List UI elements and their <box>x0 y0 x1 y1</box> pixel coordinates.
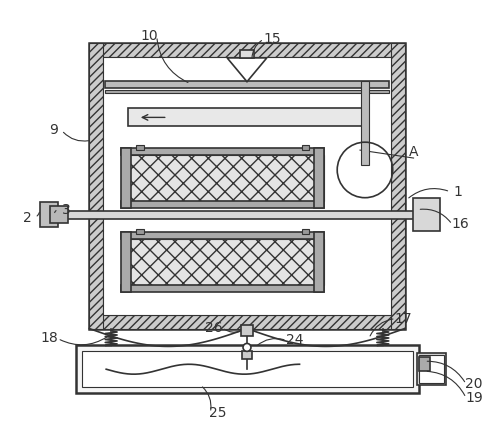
Bar <box>89 315 405 329</box>
Bar <box>121 148 325 155</box>
Bar <box>105 81 389 88</box>
Text: 16: 16 <box>451 217 469 231</box>
Text: 20: 20 <box>465 377 483 391</box>
Bar <box>50 206 68 223</box>
Bar <box>412 198 440 231</box>
Text: 25: 25 <box>210 406 227 420</box>
Bar <box>301 145 309 150</box>
Bar <box>416 353 446 385</box>
Text: 24: 24 <box>286 333 303 347</box>
Bar <box>121 285 325 292</box>
Bar <box>105 90 389 93</box>
Text: 18: 18 <box>41 332 58 346</box>
Bar <box>40 202 57 228</box>
Bar <box>121 201 325 208</box>
Bar <box>77 346 418 393</box>
Bar <box>128 108 366 126</box>
Bar <box>418 357 431 371</box>
Bar <box>121 239 325 285</box>
Text: 3: 3 <box>62 203 71 217</box>
Bar <box>89 43 103 329</box>
Bar <box>121 232 325 239</box>
Bar <box>314 232 325 292</box>
Bar <box>418 355 444 383</box>
Bar <box>136 145 144 150</box>
Bar <box>301 229 309 234</box>
Polygon shape <box>227 58 267 82</box>
Circle shape <box>243 343 251 352</box>
Bar <box>121 232 131 292</box>
Bar <box>242 352 252 359</box>
Bar <box>89 43 405 57</box>
Text: 10: 10 <box>140 29 158 43</box>
Bar <box>240 50 254 58</box>
Bar <box>121 155 325 201</box>
Bar <box>314 148 325 208</box>
Text: 15: 15 <box>263 32 280 46</box>
Bar <box>241 324 253 337</box>
Bar <box>121 148 131 208</box>
Text: 2: 2 <box>23 211 31 225</box>
Text: 9: 9 <box>49 123 58 137</box>
Text: 17: 17 <box>395 312 412 326</box>
Bar <box>391 43 405 329</box>
Text: A: A <box>409 145 418 159</box>
Text: 1: 1 <box>454 185 463 199</box>
Bar <box>136 229 144 234</box>
Bar <box>89 43 405 329</box>
Text: 26: 26 <box>205 321 223 335</box>
Text: 19: 19 <box>465 391 483 405</box>
Bar <box>82 352 412 387</box>
Bar <box>103 57 391 315</box>
Bar <box>361 81 369 165</box>
Bar <box>50 211 433 219</box>
